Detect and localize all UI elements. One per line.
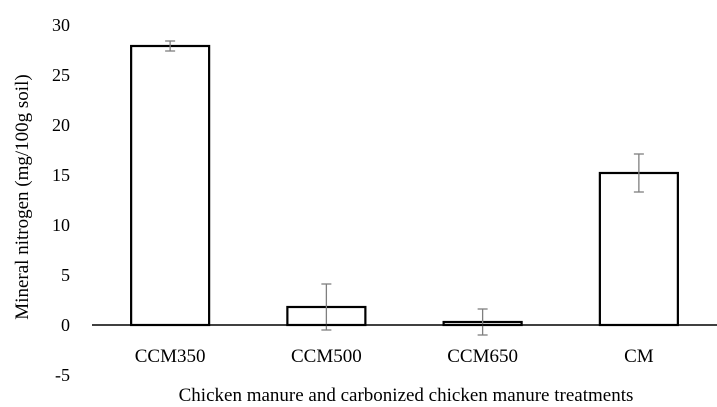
y-tick-label: 25	[52, 65, 70, 85]
error-bars	[165, 40, 644, 336]
x-tick-label: CCM350	[135, 346, 206, 367]
category-labels: CCM350 CCM500 CCM650 CM	[135, 346, 654, 367]
y-tick-label: 5	[61, 265, 70, 285]
bar-ccm350	[130, 44, 211, 327]
x-tick-label: CM	[624, 346, 654, 367]
y-tick-label: 0	[61, 315, 70, 335]
bar-cm	[598, 171, 679, 327]
y-axis-title: Mineral nitrogen (mg/100g soil)	[12, 74, 33, 319]
error-bar-ccm350	[165, 40, 176, 52]
y-tick-label: 15	[52, 165, 70, 185]
y-tick-label: 30	[52, 15, 70, 35]
error-bar-ccm650	[477, 308, 488, 336]
x-tick-label: CCM650	[447, 346, 518, 367]
y-tick-label: 10	[52, 215, 70, 235]
bars	[130, 44, 679, 327]
x-tick-label: CCM500	[291, 346, 362, 367]
error-bar-cm	[633, 153, 644, 193]
y-axis-ticks: -5 0 5 10 15 20 25 30	[52, 15, 70, 385]
y-tick-label: -5	[55, 365, 70, 385]
y-tick-label: 20	[52, 115, 70, 135]
error-bar-ccm500	[321, 283, 332, 331]
x-axis-title: Chicken manure and carbonized chicken ma…	[179, 385, 634, 406]
